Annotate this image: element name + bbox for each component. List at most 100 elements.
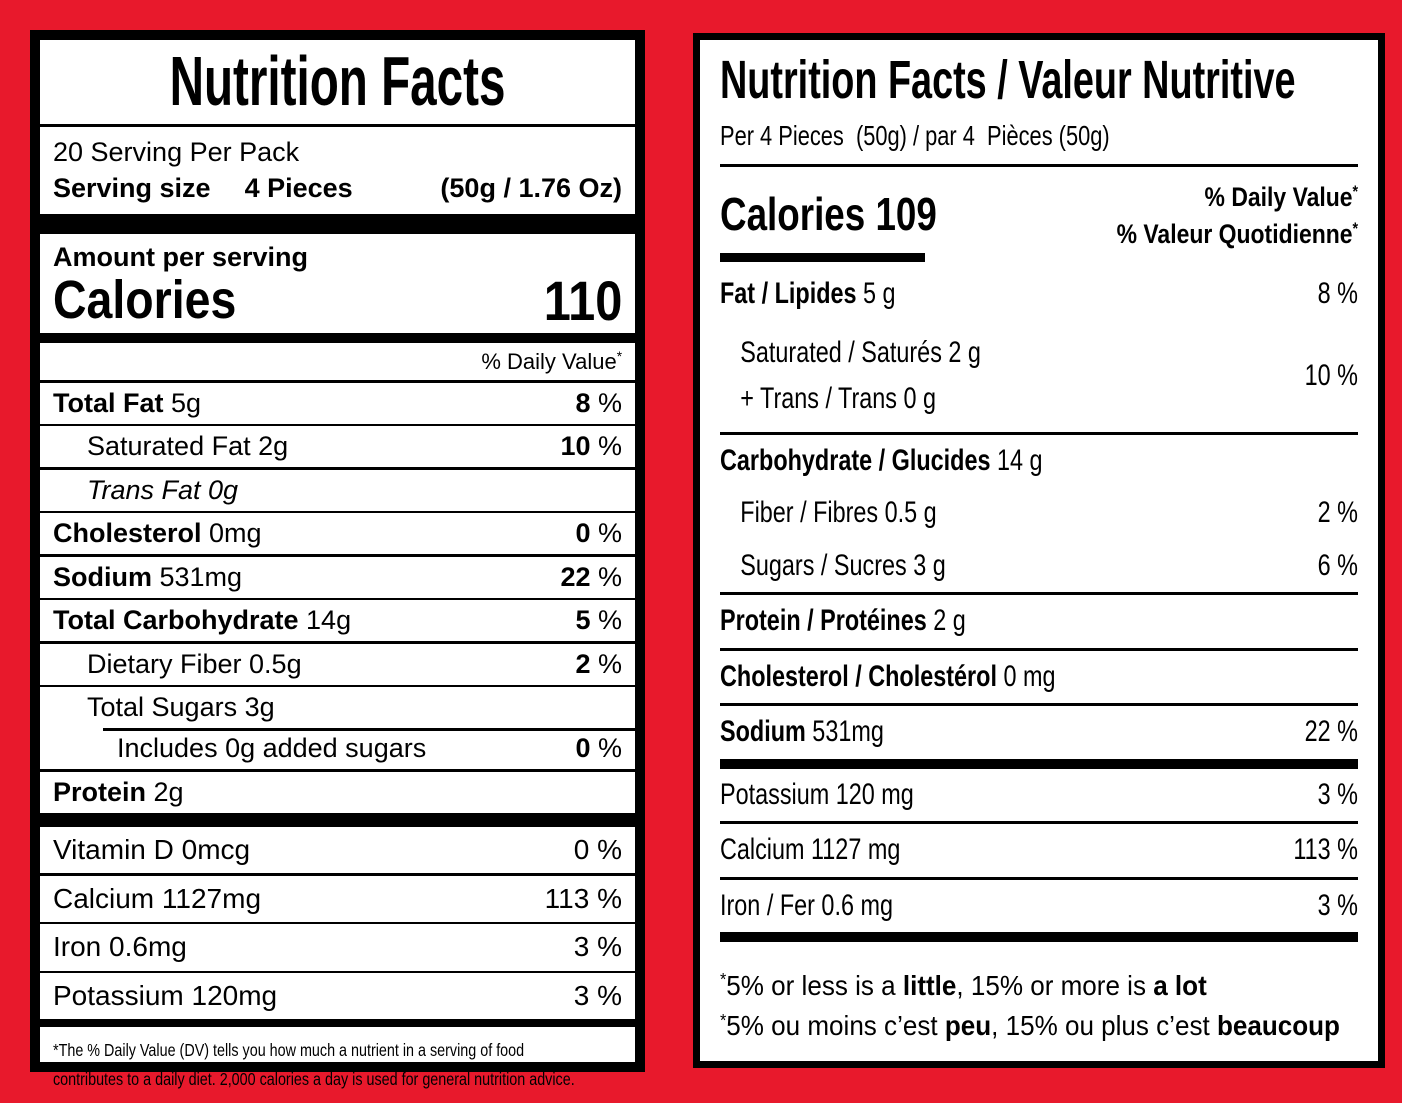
daily-value-header-en: % Daily Value* <box>1204 182 1358 213</box>
ca-row-saturated-trans: Saturated / Saturés 2 g + Trans / Trans … <box>720 321 1358 432</box>
divider <box>40 380 635 383</box>
footnote-line-fr: *5% ou moins c’est peu, 15% ou plus c’es… <box>720 1009 1340 1042</box>
ca-daily-value-header: % Daily Value* % Valeur Quotidienne* <box>1117 179 1358 252</box>
ca-nutrition-label: Nutrition Facts / Valeur Nutritive Per 4… <box>693 33 1385 1068</box>
nutrient-name: Iron 0.6mg <box>53 931 187 963</box>
calories-label: Calories <box>53 269 237 330</box>
nutrient-name: Saturated Fat 2g <box>87 431 289 462</box>
footnote-line: *The % Daily Value (DV) tells you how mu… <box>53 1040 525 1061</box>
daily-value-percent: 3 % <box>573 980 622 1012</box>
daily-value-percent: 8 % <box>575 387 622 418</box>
nutrient-name: Cholesterol / Cholestérol 0 mg <box>720 659 1056 693</box>
ca-footnote-section: *5% or less is a little, 15% or more is … <box>720 958 1358 1061</box>
nutrient-name: Cholesterol 0mg <box>53 518 262 549</box>
thick-divider <box>720 758 1358 769</box>
nutrient-name: Sodium 531mg <box>720 715 884 749</box>
asterisk: * <box>1352 182 1358 202</box>
daily-value-header-fr: % Valeur Quotidienne* <box>1116 218 1358 249</box>
daily-value-percent: 10 % <box>1304 359 1358 393</box>
micronutrient-row-vitamin-d: Vitamin D 0mcg 0 % <box>53 827 622 873</box>
daily-value-percent: 3 % <box>573 931 622 963</box>
serving-size-value: 4 Pieces <box>244 173 353 204</box>
nutrient-name: Fiber / Fibres 0.5 g <box>740 496 937 530</box>
calories-value: 110 <box>543 268 622 332</box>
ca-serving-line: Per 4 Pieces (50g) / par 4 Pièces (50g) <box>720 119 1110 151</box>
ca-row-fiber: Fiber / Fibres 0.5 g 2 % <box>720 487 1358 540</box>
us-nutrition-label: Nutrition Facts 20 Serving Per Pack Serv… <box>30 30 645 1089</box>
thick-divider <box>40 1019 635 1028</box>
nutrient-row-trans-fat: Trans Fat 0g <box>53 470 622 511</box>
servings-per-pack: 20 Serving Per Pack <box>53 137 300 167</box>
asterisk: * <box>720 969 727 990</box>
daily-value-percent: 3 % <box>1317 777 1358 811</box>
daily-value-percent: 6 % <box>1317 548 1358 582</box>
asterisk: * <box>616 349 622 365</box>
nutrient-row-dietary-fiber: Dietary Fiber 0.5g 2 % <box>53 644 622 685</box>
daily-value-percent: 113 % <box>544 882 622 914</box>
micronutrient-row-calcium: Calcium 1127mg 113 % <box>53 876 622 922</box>
ca-label-title: Nutrition Facts / Valeur Nutritive <box>720 50 1296 110</box>
ca-row-sodium: Sodium 531mg 22 % <box>720 706 1358 759</box>
nutrient-row-protein: Protein 2g <box>53 772 622 813</box>
nutrient-name: Protein / Protéines 2 g <box>720 604 966 638</box>
ca-row-protein: Protein / Protéines 2 g <box>720 595 1358 648</box>
amount-per-serving-label: Amount per serving <box>53 241 309 272</box>
trans-line: + Trans / Trans 0 g <box>740 382 937 416</box>
us-footnote: *The % Daily Value (DV) tells you how mu… <box>53 1027 622 1103</box>
divider <box>40 510 635 514</box>
nutrient-row-total-sugars: Total Sugars 3g <box>53 687 622 728</box>
divider <box>720 431 1358 435</box>
micronutrient-row-potassium: Potassium 120mg 3 % <box>53 973 622 1019</box>
daily-value-percent: 8 % <box>1317 277 1358 311</box>
nutrient-name: Total Sugars 3g <box>87 692 275 723</box>
daily-value-percent: 10 % <box>560 431 622 462</box>
nutrient-row-total-carbohydrate: Total Carbohydrate 14g 5 % <box>53 600 622 641</box>
divider <box>720 592 1358 596</box>
daily-value-percent: 0 % <box>575 733 622 764</box>
ca-calories-line: Calories 109 <box>720 188 937 241</box>
serving-size-weight: (50g / 1.76 Oz) <box>440 173 622 204</box>
divider <box>40 597 635 601</box>
divider <box>40 641 635 644</box>
nutrient-name: Dietary Fiber 0.5g <box>87 648 302 679</box>
nutrient-name: Potassium 120 mg <box>720 777 914 811</box>
thick-divider <box>40 332 635 343</box>
serving-size-row: Serving size 4 Pieces (50g / 1.76 Oz) <box>53 168 622 213</box>
divider <box>720 876 1358 880</box>
daily-value-percent: 5 % <box>575 605 622 636</box>
nutrient-name: Vitamin D 0mcg <box>53 833 251 865</box>
nutrient-name: Includes 0g added sugars <box>117 733 427 764</box>
ca-row-potassium: Potassium 120 mg 3 % <box>720 769 1358 822</box>
nutrient-name: Protein 2g <box>53 776 184 807</box>
asterisk: * <box>720 1009 727 1030</box>
nutrient-name: Calcium 1127 mg <box>720 833 901 867</box>
nutrient-name: Total Fat 5g <box>53 387 202 418</box>
calories-row: Calories 110 <box>53 268 622 333</box>
ca-row-fat: Fat / Lipides 5 g 8 % <box>720 268 1358 321</box>
divider <box>720 703 1358 707</box>
divider <box>40 970 635 974</box>
nutrient-name: Sodium 531mg <box>53 561 243 592</box>
thick-divider <box>720 932 1358 943</box>
nutrient-name: Total Carbohydrate 14g <box>53 605 352 636</box>
nutrient-name: Potassium 120mg <box>53 980 278 1012</box>
divider <box>40 423 635 427</box>
nutrient-row-saturated-fat: Saturated Fat 2g 10 % <box>53 426 622 467</box>
footnote-line-en: *5% or less is a little, 15% or more is … <box>720 969 1207 1001</box>
calories-underline-bar <box>720 253 925 263</box>
asterisk: * <box>1352 218 1358 238</box>
ca-row-iron: Iron / Fer 0.6 mg 3 % <box>720 880 1358 933</box>
divider <box>40 467 635 470</box>
divider <box>40 124 635 127</box>
ca-row-cholesterol: Cholesterol / Cholestérol 0 mg <box>720 651 1358 704</box>
us-label-title: Nutrition Facts <box>169 42 506 120</box>
nutrient-row-added-sugars: Includes 0g added sugars 0 % <box>53 728 635 769</box>
thick-divider <box>40 213 635 234</box>
daily-value-percent: 22 % <box>560 561 622 592</box>
nutrient-name: Sugars / Sucres 3 g <box>740 548 946 582</box>
nutrient-name: Carbohydrate / Glucides 14 g <box>720 443 1043 477</box>
serving-size-label: Serving size <box>53 173 211 204</box>
footnote-line: contributes to a daily diet. 2,000 calor… <box>53 1068 575 1089</box>
divider <box>720 821 1358 825</box>
